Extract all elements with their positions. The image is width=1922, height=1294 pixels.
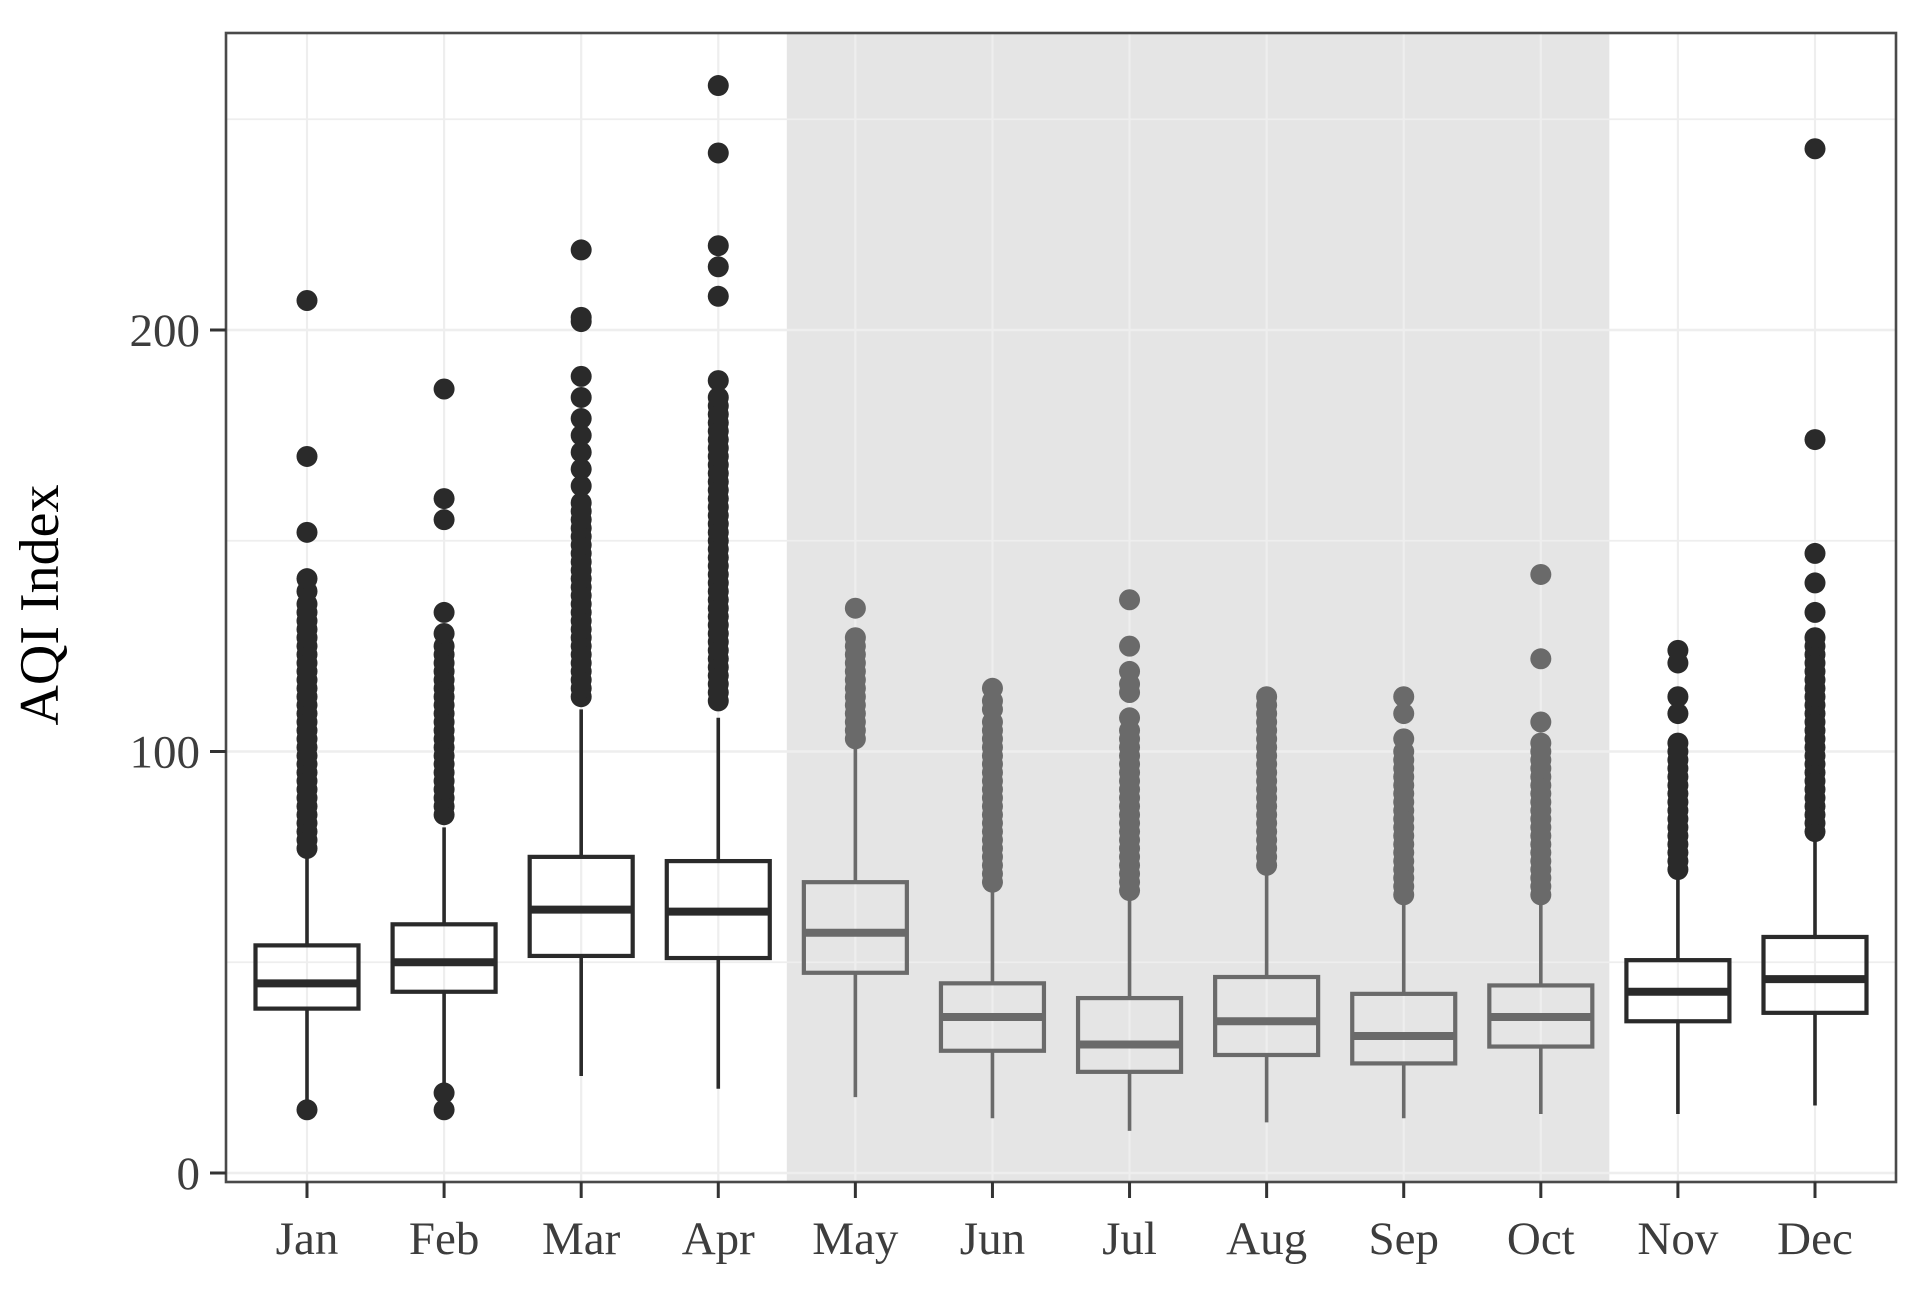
outlier-dot xyxy=(707,75,729,97)
boxplot-aug xyxy=(1213,686,1321,1123)
outlier-dot xyxy=(707,285,729,307)
outlier-dot xyxy=(981,677,1003,699)
outlier-dot xyxy=(1804,601,1826,623)
x-tick-label-feb: Feb xyxy=(409,1213,480,1265)
outlier-dot xyxy=(570,475,592,497)
outlier-dot xyxy=(296,289,318,311)
outlier-dot xyxy=(570,306,592,328)
outlier-dot xyxy=(433,601,455,623)
boxplot-mar xyxy=(527,239,635,1077)
outlier-dot xyxy=(433,1082,455,1104)
outlier-dot xyxy=(1667,686,1689,708)
outlier-dot xyxy=(1256,686,1278,708)
outlier-dot xyxy=(1804,542,1826,564)
iqr-box xyxy=(1350,991,1458,1066)
outlier-dot xyxy=(570,408,592,430)
boxplot-layer xyxy=(253,75,1869,1131)
x-tick-label-jan: Jan xyxy=(276,1213,339,1265)
outlier-dot xyxy=(707,142,729,164)
outlier-dot xyxy=(707,256,729,278)
x-tick-label-jun: Jun xyxy=(960,1213,1025,1265)
boxplot-jul xyxy=(1075,589,1184,1131)
boxplot-jun xyxy=(938,677,1047,1119)
boxplot-dec xyxy=(1761,138,1869,1106)
outlier-dot xyxy=(1667,732,1689,754)
boxplot-sep xyxy=(1350,686,1458,1119)
boxplot-may xyxy=(801,597,909,1098)
outlier-dot xyxy=(1393,686,1415,708)
iqr-box xyxy=(1761,934,1869,1015)
iqr-box xyxy=(801,880,909,975)
shaded-band-layer xyxy=(786,33,1610,1182)
x-tick-label-sep: Sep xyxy=(1368,1213,1439,1265)
outlier-dot xyxy=(844,627,866,649)
y-axis-title: AQI Index xyxy=(9,484,71,725)
x-tick-label-dec: Dec xyxy=(1777,1213,1853,1265)
y-tick-label-0: 0 xyxy=(177,1148,201,1200)
outlier-dot xyxy=(570,458,592,480)
iqr-box xyxy=(253,943,361,1011)
boxplot-nov xyxy=(1624,639,1732,1114)
outlier-dot xyxy=(1119,589,1141,611)
outlier-dot xyxy=(433,488,455,510)
iqr-box xyxy=(1213,974,1321,1058)
outlier-dot xyxy=(1393,703,1415,725)
outlier-dot xyxy=(1530,732,1552,754)
y-tick-label-100: 100 xyxy=(130,727,201,779)
outlier-dot xyxy=(570,365,592,387)
outlier-dot xyxy=(570,424,592,446)
outlier-dot xyxy=(433,1099,455,1121)
outlier-dot xyxy=(296,445,318,467)
outlier-dot xyxy=(1804,429,1826,451)
outlier-dot xyxy=(1530,711,1552,733)
boxplot-apr xyxy=(664,75,772,1089)
outlier-dot xyxy=(707,370,729,392)
x-tick-label-aug: Aug xyxy=(1226,1213,1307,1265)
outlier-dot xyxy=(1530,648,1552,670)
outlier-dot xyxy=(570,492,592,514)
shaded-band-may-oct xyxy=(786,33,1610,1182)
outlier-dot xyxy=(433,622,455,644)
outlier-dot xyxy=(1393,728,1415,750)
x-tick-label-apr: Apr xyxy=(682,1213,755,1265)
panel-border xyxy=(224,31,1898,1184)
x-tick-label-oct: Oct xyxy=(1507,1213,1575,1265)
outlier-dot xyxy=(1530,563,1552,585)
outlier-dot xyxy=(433,509,455,531)
outlier-dot xyxy=(296,568,318,590)
axis-layer: 0 100 200 Jan Feb Mar Apr May Jun Jul Aug Sep Oct Nov… xyxy=(130,31,1898,1265)
boxplot-feb xyxy=(390,378,498,1121)
iqr-box xyxy=(1075,995,1184,1074)
outlier-dot xyxy=(1667,639,1689,661)
outlier-dot xyxy=(1804,572,1826,594)
outlier-dot xyxy=(707,386,729,408)
x-tick-label-nov: Nov xyxy=(1637,1213,1718,1265)
outlier-dot xyxy=(1804,627,1826,649)
outlier-dot xyxy=(296,521,318,543)
outlier-dot xyxy=(844,597,866,619)
outlier-dot xyxy=(433,378,455,400)
x-tick-label-jul: Jul xyxy=(1102,1213,1157,1265)
outlier-dot xyxy=(1119,707,1141,729)
x-tick-label-may: May xyxy=(812,1213,899,1265)
outlier-dot xyxy=(1804,138,1826,160)
outlier-dot xyxy=(570,239,592,261)
outlier-dot xyxy=(1667,703,1689,725)
outlier-dot xyxy=(570,441,592,463)
x-tick-label-mar: Mar xyxy=(542,1213,621,1265)
outlier-dot xyxy=(1119,635,1141,657)
outlier-dot xyxy=(1119,660,1141,682)
boxplot-oct xyxy=(1487,563,1595,1114)
outlier-dot xyxy=(707,235,729,257)
iqr-box xyxy=(390,922,498,994)
outlier-dot xyxy=(570,386,592,408)
y-tick-label-200: 200 xyxy=(130,305,201,357)
boxplot-jan xyxy=(253,289,361,1121)
outlier-dot xyxy=(296,1099,318,1121)
